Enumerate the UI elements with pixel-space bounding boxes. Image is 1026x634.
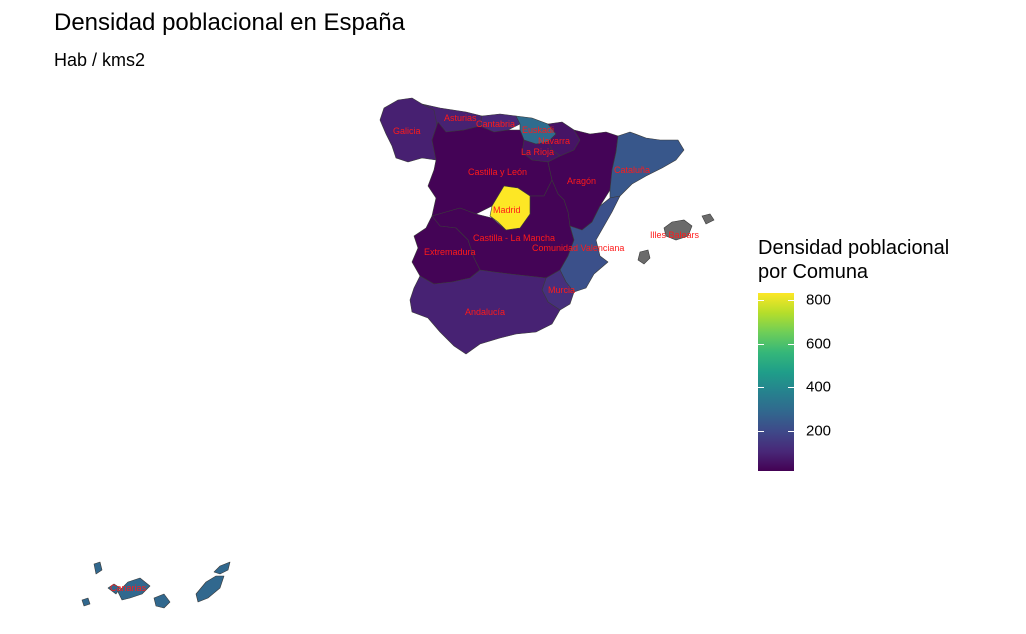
legend-tick-mark: [758, 387, 764, 389]
legend-tick-label: 800: [806, 291, 832, 309]
legend-tick-label: 200: [806, 422, 832, 440]
label-illes-balears: Illes Balears: [650, 230, 700, 240]
legend-tick-mark: [758, 431, 764, 433]
label-extremadura: Extremadura: [424, 247, 476, 257]
legend-title-line1: Densidad poblacional: [758, 237, 950, 259]
region-cataluna[interactable]: [609, 131, 685, 199]
legend-tick-mark: [788, 299, 794, 301]
label-canarias: Canarias: [110, 583, 147, 593]
map-subtitle: Hab / kms2: [54, 50, 146, 70]
label-castilla-y-leon: Castilla y León: [468, 167, 527, 177]
legend-tick-mark: [758, 343, 764, 345]
legend-tick-label: 600: [806, 335, 832, 353]
label-murcia: Murcia: [548, 285, 575, 295]
label-cataluna: Cataluña: [614, 165, 650, 175]
legend-tick-mark: [758, 299, 764, 301]
region-madrid[interactable]: [489, 185, 531, 231]
region-andalucia[interactable]: [409, 269, 561, 355]
legend-title: Densidad poblacional por Comuna: [758, 236, 949, 284]
map-title: Densidad poblacional en España: [54, 9, 405, 36]
legend-colorbar: [758, 293, 794, 471]
label-madrid: Madrid: [493, 205, 521, 215]
legend-tick-mark: [788, 431, 794, 433]
region-canarias[interactable]: [81, 561, 231, 609]
label-cantabria: Cantabria: [476, 119, 515, 129]
legend-tick-mark: [788, 387, 794, 389]
legend-tick-label: 400: [806, 378, 832, 396]
legend-tick-mark: [788, 343, 794, 345]
label-euskadi: Euskadi: [522, 125, 554, 135]
label-la-rioja: La Rioja: [521, 147, 554, 157]
label-navarra: Navarra: [538, 136, 570, 146]
label-castilla-la-mancha: Castilla - La Mancha: [473, 233, 555, 243]
region-illes-balears[interactable]: [637, 213, 715, 265]
label-comunidad-valenciana: Comunidad Valenciana: [532, 243, 624, 253]
label-aragon: Aragón: [567, 176, 596, 186]
legend-title-line2: por Comuna: [758, 261, 869, 283]
label-galicia: Galicia: [393, 126, 421, 136]
label-andalucia: Andalucía: [465, 307, 505, 317]
label-asturias: Asturias: [444, 113, 477, 123]
